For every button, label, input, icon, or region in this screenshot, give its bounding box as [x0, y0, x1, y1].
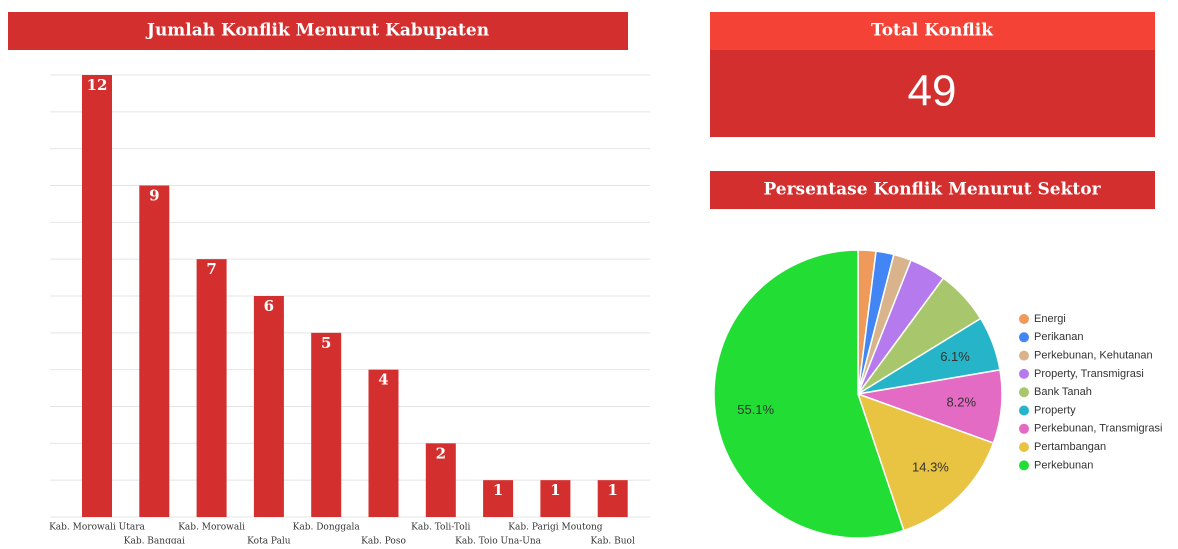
legend-swatch — [1019, 350, 1029, 361]
bar-value-label: 4 — [378, 371, 388, 389]
legend-label: Property — [1034, 404, 1076, 416]
legend-swatch — [1019, 405, 1029, 416]
bar-value-label: 1 — [493, 481, 503, 499]
stat-body — [710, 50, 1155, 137]
x-tick-label: Kab. Banggai — [124, 537, 185, 545]
slice-label: 8.2% — [946, 395, 976, 410]
pie-title-banner — [710, 171, 1155, 209]
bar — [196, 259, 227, 517]
stat-title: Total Konflik — [871, 21, 994, 41]
slice-label: 55.1% — [737, 402, 774, 417]
bar — [483, 480, 514, 517]
bar — [540, 480, 571, 517]
bar-value-label: 5 — [321, 334, 331, 352]
legend-swatch — [1019, 423, 1029, 434]
bar — [311, 332, 342, 517]
legend-swatch — [1019, 368, 1029, 379]
legend-label: Perkebunan, Kehutanan — [1034, 350, 1153, 362]
legend-label: Perikanan — [1034, 331, 1084, 343]
bar — [253, 296, 284, 517]
x-tick-label: Kab. Buol — [591, 537, 635, 545]
x-tick-label: Kab. Toli-Toli — [411, 523, 470, 533]
x-tick-label: Kab. Parigi Moutong — [508, 523, 603, 533]
bar-value-label: 12 — [87, 76, 108, 94]
bar-chart-title: Jumlah Konflik Menurut Kabupaten — [145, 21, 489, 41]
legend-label: Pertambangan — [1034, 441, 1106, 453]
slice-label: 14.3% — [912, 460, 949, 475]
legend-swatch — [1019, 314, 1029, 324]
bar-title-banner — [8, 12, 628, 50]
bar-value-label: 9 — [149, 187, 159, 205]
pie-slice — [713, 249, 905, 539]
stat-value: 49 — [908, 67, 957, 116]
x-tick-label: Kab. Tojo Una-Una — [455, 537, 542, 545]
x-tick-label: Kab. Morowali — [178, 523, 245, 533]
legend-label: Energi — [1034, 313, 1066, 325]
legend-swatch — [1019, 332, 1029, 343]
legend-label: Bank Tanah — [1034, 386, 1092, 398]
legend-label: Perkebunan, Transmigrasi — [1034, 423, 1162, 435]
legend-label: Perkebunan — [1034, 459, 1093, 471]
legend-swatch — [1019, 460, 1029, 471]
legend-swatch — [1019, 442, 1029, 453]
bar-value-label: 6 — [264, 297, 274, 315]
pie-slice — [856, 392, 995, 532]
x-tick-label: Kab. Poso — [361, 537, 406, 545]
bar-value-label: 2 — [436, 444, 446, 462]
x-tick-label: Kab. Donggala — [293, 523, 361, 533]
bar-value-label: 1 — [607, 481, 617, 499]
slice-label: 6.1% — [940, 349, 970, 364]
pie-chart-title: Persentase Konflik Menurut Sektor — [763, 180, 1101, 200]
bar — [82, 75, 112, 517]
bar-value-label: 1 — [550, 481, 560, 499]
x-tick-label: Kab. Morowali Utara — [49, 523, 145, 533]
x-tick-label: Kota Palu — [247, 537, 291, 545]
stat-header — [710, 12, 1155, 50]
bar — [368, 369, 399, 517]
bar-value-label: 7 — [206, 260, 216, 278]
bar — [597, 480, 628, 517]
legend-label: Property, Transmigrasi — [1034, 368, 1144, 380]
bar — [139, 185, 170, 517]
legend-swatch — [1019, 387, 1029, 398]
bar — [425, 443, 456, 517]
